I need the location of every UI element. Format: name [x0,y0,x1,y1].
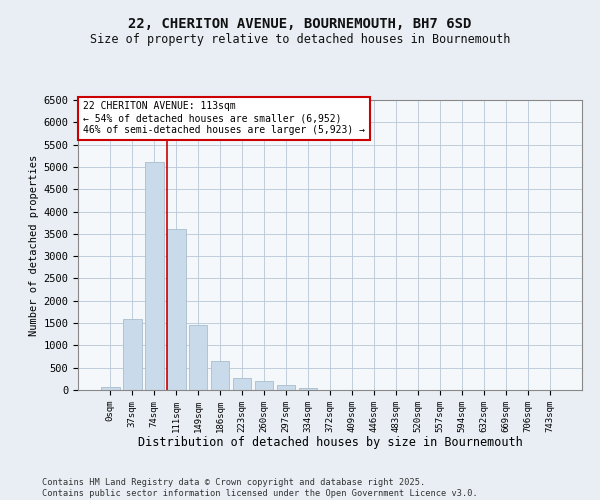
Bar [277,385,295,390]
Text: Size of property relative to detached houses in Bournemouth: Size of property relative to detached ho… [90,32,510,46]
Bar [255,381,274,390]
X-axis label: Distribution of detached houses by size in Bournemouth: Distribution of detached houses by size … [137,436,523,449]
Bar [145,162,164,390]
Bar [211,361,229,390]
Y-axis label: Number of detached properties: Number of detached properties [29,154,39,336]
Bar [123,318,142,390]
Bar [299,388,317,390]
Text: 22 CHERITON AVENUE: 113sqm
← 54% of detached houses are smaller (6,952)
46% of s: 22 CHERITON AVENUE: 113sqm ← 54% of deta… [83,102,365,134]
Bar [189,326,208,390]
Bar [101,387,119,390]
Bar [167,230,185,390]
Text: 22, CHERITON AVENUE, BOURNEMOUTH, BH7 6SD: 22, CHERITON AVENUE, BOURNEMOUTH, BH7 6S… [128,18,472,32]
Text: Contains HM Land Registry data © Crown copyright and database right 2025.
Contai: Contains HM Land Registry data © Crown c… [42,478,478,498]
Bar [233,378,251,390]
